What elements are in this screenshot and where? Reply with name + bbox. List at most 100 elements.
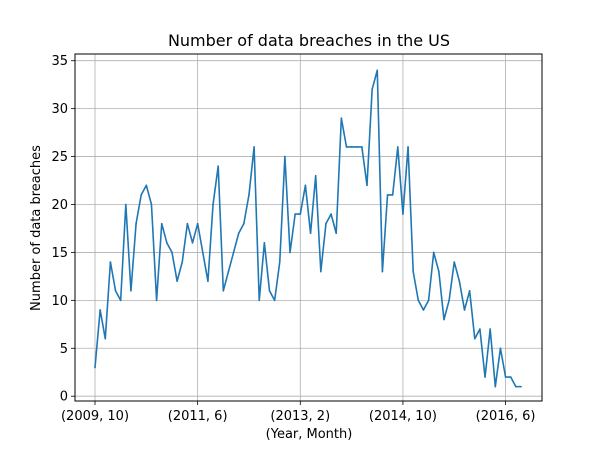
y-tick-label: 30 [51, 102, 68, 117]
data-point [304, 184, 307, 187]
data-point [155, 299, 158, 302]
data-point [366, 184, 368, 187]
data-point [191, 242, 194, 244]
data-point [99, 309, 101, 311]
data-point [499, 347, 502, 350]
data-point [114, 289, 117, 292]
data-point [504, 376, 507, 378]
plot-frame [74, 53, 543, 402]
x-tick-label: (2009, 10) [61, 409, 129, 424]
data-point [263, 242, 266, 244]
y-tick-label: 0 [60, 390, 68, 405]
data-point [391, 194, 394, 196]
data-point [217, 165, 219, 167]
data-point [268, 289, 271, 292]
data-point [196, 222, 199, 225]
data-point [320, 270, 322, 273]
data-point [273, 299, 276, 302]
y-axis-label: Number of data breaches [29, 145, 44, 311]
data-point [186, 222, 189, 225]
data-point [489, 328, 491, 330]
data-point [371, 88, 373, 91]
data-point [181, 261, 184, 263]
y-axis-ticks: 0 5 10 15 20 25 30 35 [51, 54, 75, 405]
data-point [232, 251, 235, 254]
data-point [443, 318, 445, 321]
data-point [109, 261, 112, 263]
x-axis-label: (Year, Month) [266, 427, 353, 442]
data-point [417, 299, 420, 302]
data-point [176, 280, 178, 282]
data-point [135, 222, 137, 225]
data-point [94, 366, 96, 369]
grid [75, 54, 542, 401]
data-point [432, 251, 435, 254]
data-point [361, 146, 363, 148]
data-point [278, 261, 281, 263]
data-point [212, 203, 214, 206]
y-tick-label: 20 [51, 198, 68, 213]
data-point [468, 289, 471, 292]
data-point [330, 213, 332, 215]
data-point [227, 270, 230, 273]
data-point [299, 213, 302, 215]
data-point [119, 299, 122, 302]
data-point [201, 251, 204, 254]
y-tick-label: 5 [60, 342, 68, 357]
data-point [458, 280, 461, 282]
data-point [350, 146, 353, 148]
data-point [243, 222, 245, 225]
data-point [473, 337, 476, 340]
data-point [309, 232, 312, 235]
data-point [289, 251, 291, 254]
data-point [494, 385, 497, 388]
data-point [284, 155, 286, 158]
x-tick-label: (2014, 10) [369, 409, 437, 424]
data-point [412, 270, 414, 273]
data-point [448, 299, 450, 302]
series-group [94, 69, 522, 388]
data-point [207, 280, 209, 282]
x-tick-label: (2013, 2) [270, 409, 330, 424]
data-point [438, 270, 440, 273]
data-point [294, 213, 296, 215]
data-point [145, 184, 148, 187]
data-point [484, 376, 486, 378]
data-point [171, 251, 173, 254]
data-point [381, 270, 384, 273]
data-point [140, 194, 142, 196]
data-point [427, 299, 430, 302]
data-point [355, 146, 358, 148]
data-point [314, 174, 317, 177]
data-point [402, 213, 404, 215]
data-point [125, 203, 127, 206]
data-point [515, 385, 517, 388]
x-tick-label: (2011, 6) [168, 409, 228, 424]
data-point [386, 194, 389, 196]
data-point [150, 203, 153, 206]
data-point [335, 232, 338, 235]
series-line [94, 69, 522, 388]
y-tick-label: 10 [51, 294, 68, 309]
y-tick-label: 35 [51, 54, 68, 69]
data-point [248, 194, 250, 196]
data-point [396, 146, 399, 148]
data-point [520, 385, 522, 388]
data-point [166, 242, 168, 244]
data-point [222, 289, 225, 292]
x-axis-ticks: (2009, 10) (2011, 6) (2013, 2) (2014, 10) (2… [61, 401, 535, 424]
data-point [453, 261, 456, 263]
data-point [340, 117, 343, 120]
data-point [463, 309, 466, 311]
y-tick-label: 15 [51, 246, 68, 261]
y-tick-label: 25 [51, 150, 68, 165]
data-point [407, 146, 409, 148]
data-point [422, 309, 425, 311]
chart-title: Number of data breaches in the US [168, 31, 450, 50]
data-point [104, 337, 107, 340]
data-point [237, 232, 240, 235]
data-point [258, 299, 261, 302]
data-point [160, 222, 163, 225]
data-point [376, 69, 379, 72]
